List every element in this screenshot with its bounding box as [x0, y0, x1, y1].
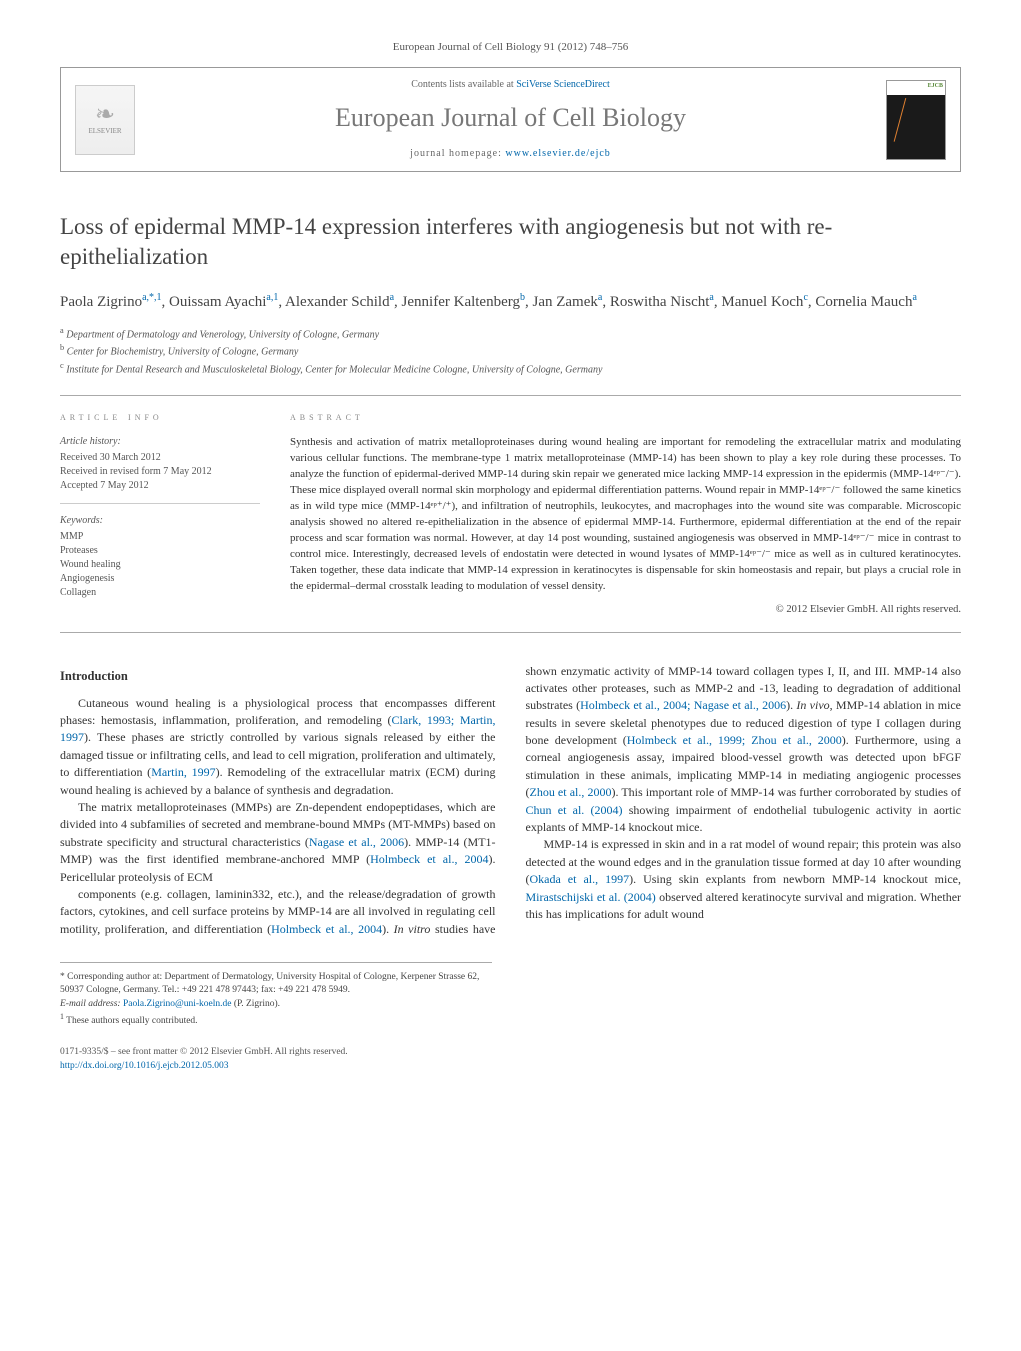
history-revised: Received in revised form 7 May 2012 — [60, 465, 260, 479]
history-received: Received 30 March 2012 — [60, 451, 260, 465]
affiliation-b: b Center for Biochemistry, University of… — [60, 342, 961, 359]
contents-prefix: Contents lists available at — [411, 79, 516, 90]
article-history: Article history: Received 30 March 2012 … — [60, 435, 260, 504]
elsevier-label: ELSEVIER — [88, 127, 121, 137]
citation-link[interactable]: Martin, 1997 — [151, 765, 215, 779]
journal-name: European Journal of Cell Biology — [135, 100, 886, 136]
sciencedirect-link[interactable]: SciVerse ScienceDirect — [516, 79, 610, 90]
article-info-column: article info Article history: Received 3… — [60, 410, 260, 617]
homepage-line: journal homepage: www.elsevier.de/ejcb — [135, 147, 886, 161]
keywords-block: Keywords: MMP Proteases Wound healing An… — [60, 514, 260, 600]
abstract-column: abstract Synthesis and activation of mat… — [290, 410, 961, 617]
citation-link[interactable]: Holmbeck et al., 2004 — [271, 922, 382, 936]
citation-link[interactable]: Chun et al. (2004) — [526, 803, 623, 817]
body-text: Introduction Cutaneous wound healing is … — [60, 663, 961, 939]
citation-link[interactable]: Clark, 1993; Martin, 1997 — [60, 713, 496, 744]
doi-link[interactable]: http://dx.doi.org/10.1016/j.ejcb.2012.05… — [60, 1061, 228, 1071]
history-label: Article history: — [60, 435, 260, 449]
header-center: Contents lists available at SciVerse Sci… — [135, 78, 886, 160]
abstract-text: Synthesis and activation of matrix metal… — [290, 435, 961, 594]
abstract-copyright: © 2012 Elsevier GmbH. All rights reserve… — [290, 603, 961, 618]
email-link[interactable]: Paola.Zigrino@uni-koeln.de — [123, 999, 231, 1009]
tree-icon: ❧ — [95, 103, 115, 127]
equal-contribution-note: 1 These authors equally contributed. — [60, 1011, 492, 1028]
body-paragraph: Cutaneous wound healing is a physiologic… — [60, 695, 496, 799]
journal-header: ❧ ELSEVIER Contents lists available at S… — [60, 67, 961, 171]
citation-link[interactable]: Holmbeck et al., 2004 — [370, 852, 488, 866]
keyword: Angiogenesis — [60, 572, 260, 586]
keywords-label: Keywords: — [60, 514, 260, 528]
keyword: Collagen — [60, 586, 260, 600]
homepage-prefix: journal homepage: — [410, 148, 505, 159]
info-abstract-row: article info Article history: Received 3… — [60, 395, 961, 632]
homepage-link[interactable]: www.elsevier.de/ejcb — [505, 148, 610, 159]
journal-reference: European Journal of Cell Biology 91 (201… — [60, 40, 961, 55]
issn-line: 0171-9335/$ – see front matter © 2012 El… — [60, 1046, 961, 1059]
history-accepted: Accepted 7 May 2012 — [60, 479, 260, 493]
cover-label: EJCB — [887, 81, 945, 95]
affiliation-c: c Institute for Dental Research and Musc… — [60, 360, 961, 377]
citation-link[interactable]: Okada et al., 1997 — [530, 872, 630, 886]
elsevier-logo: ❧ ELSEVIER — [75, 85, 135, 155]
body-paragraph: The matrix metalloproteinases (MMPs) are… — [60, 799, 496, 886]
citation-link[interactable]: Holmbeck et al., 1999; Zhou et al., 2000 — [627, 733, 842, 747]
article-title: Loss of epidermal MMP-14 expression inte… — [60, 212, 961, 272]
keyword: MMP — [60, 530, 260, 544]
citation-link[interactable]: Nagase et al., 2006 — [309, 835, 404, 849]
body-paragraph: MMP-14 is expressed in skin and in a rat… — [526, 836, 962, 923]
citation-link[interactable]: Zhou et al., 2000 — [530, 785, 612, 799]
keyword: Wound healing — [60, 558, 260, 572]
keyword: Proteases — [60, 544, 260, 558]
abstract-heading: abstract — [290, 410, 961, 425]
introduction-heading: Introduction — [60, 667, 496, 685]
affiliations: a Department of Dermatology and Venerolo… — [60, 325, 961, 377]
citation-link[interactable]: Holmbeck et al., 2004; Nagase et al., 20… — [580, 698, 786, 712]
article-info-heading: article info — [60, 410, 260, 425]
authors-list: Paola Zigrinoa,*,1, Ouissam Ayachia,1, A… — [60, 290, 961, 314]
email-line: E-mail address: Paola.Zigrino@uni-koeln.… — [60, 998, 492, 1011]
journal-cover-thumbnail: EJCB — [886, 80, 946, 160]
bottom-matter: 0171-9335/$ – see front matter © 2012 El… — [60, 1046, 961, 1073]
citation-link[interactable]: Mirastschijski et al. (2004) — [526, 890, 656, 904]
affiliation-a: a Department of Dermatology and Venerolo… — [60, 325, 961, 342]
email-label: E-mail address: — [60, 999, 123, 1009]
contents-line: Contents lists available at SciVerse Sci… — [135, 78, 886, 92]
corresponding-author-note: * Corresponding author at: Department of… — [60, 971, 492, 998]
footnotes: * Corresponding author at: Department of… — [60, 962, 492, 1028]
email-suffix: (P. Zigrino). — [231, 999, 280, 1009]
